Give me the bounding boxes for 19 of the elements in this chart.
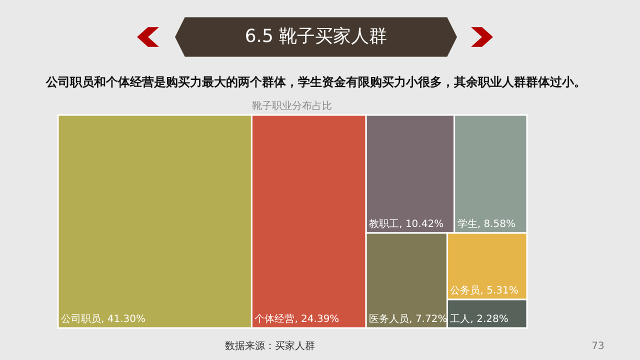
data-label: , 24.39% [294, 314, 340, 325]
category-label: 公司职员 [61, 313, 101, 325]
text: 公司职员和个体经营是购买力最大的两个群体，学生资金有限购买力小很多，其余职业人群群体过小。 [45, 75, 586, 89]
source-note: 数据来源：买家人群 [225, 340, 315, 352]
data-label: , 2.28% [470, 314, 508, 325]
text: 73 [592, 341, 604, 352]
category-label: 公务员 [450, 284, 480, 296]
data-label: , 7.72% [409, 314, 448, 325]
category-label: 工人 [450, 314, 470, 325]
data-label: , 8.58% [477, 218, 516, 230]
category-label: 学生 [457, 218, 478, 230]
category-label: 医务人员 [369, 313, 410, 325]
text: 6.5 靴子买家人群 [244, 26, 388, 47]
data-label: , 41.30% [101, 314, 146, 325]
data-label: , 10.42% [399, 218, 444, 230]
category-label: 个体经营 [254, 313, 295, 325]
text: 靴子职业分布占比 [252, 100, 332, 112]
data-label: , 5.31% [480, 285, 518, 296]
category-label: 教职工 [369, 218, 400, 230]
